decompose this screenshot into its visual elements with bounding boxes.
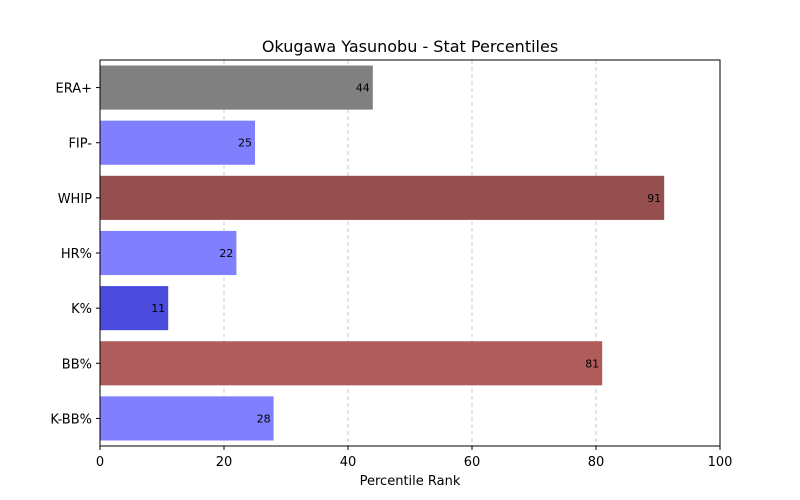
bar-value-label: 22 (219, 247, 233, 260)
y-tick-label: HR% (61, 247, 92, 262)
bar-value-label: 28 (257, 412, 271, 425)
y-axis: ERA+ FIP- WHIP HR% K% BB% K-BB% (50, 82, 100, 427)
x-tick-label: 100 (708, 455, 733, 470)
bar-value-label: 81 (585, 357, 599, 370)
y-tick-label: FIP- (68, 137, 92, 152)
bar (100, 175, 665, 220)
bar (100, 65, 373, 110)
x-axis-title: Percentile Rank (360, 474, 461, 489)
x-tick-label: 60 (464, 455, 481, 470)
y-tick-label: K% (71, 302, 92, 317)
x-tick-label: 20 (216, 455, 233, 470)
x-tick-label: 40 (340, 455, 357, 470)
bar (100, 286, 169, 331)
bar (100, 341, 603, 386)
bars: 44 25 91 22 11 81 28 (100, 65, 665, 441)
bar-value-label: 11 (151, 302, 165, 315)
y-tick-label: WHIP (58, 192, 92, 207)
bar (100, 230, 237, 276)
bar (100, 396, 274, 441)
bar-value-label: 91 (647, 192, 661, 205)
bar-value-label: 44 (356, 82, 370, 95)
bar-value-label: 25 (238, 137, 252, 150)
y-tick-label: ERA+ (55, 82, 92, 97)
bar (100, 120, 255, 165)
y-tick-label: K-BB% (50, 412, 92, 427)
x-axis: 0 20 40 60 80 100 (96, 446, 733, 470)
chart-title: Okugawa Yasunobu - Stat Percentiles (262, 37, 558, 56)
x-tick-label: 80 (588, 455, 605, 470)
x-tick-label: 0 (96, 455, 104, 470)
y-tick-label: BB% (62, 357, 92, 372)
